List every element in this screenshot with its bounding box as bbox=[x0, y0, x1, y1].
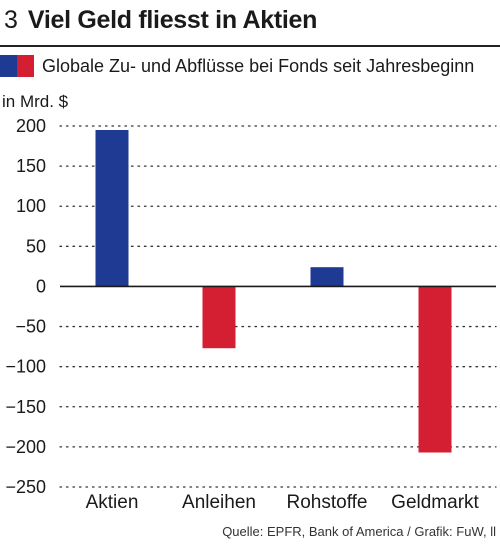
legend-label: Globale Zu- und Abflüsse bei Fonds seit … bbox=[42, 55, 475, 76]
y-tick-label: 50 bbox=[26, 236, 46, 256]
chart-header: 3 Viel Geld fliesst in Aktien bbox=[4, 6, 317, 36]
x-tick-label: Anleihen bbox=[182, 492, 256, 513]
y-tick-label: −200 bbox=[5, 437, 46, 457]
legend: Globale Zu- und Abflüsse bei Fonds seit … bbox=[0, 54, 474, 78]
x-tick-label: Aktien bbox=[86, 492, 139, 513]
legend-swatch-outflow bbox=[17, 55, 34, 77]
chart-title: Viel Geld fliesst in Aktien bbox=[27, 6, 318, 34]
legend-swatch bbox=[0, 55, 34, 77]
y-tick-label: 0 bbox=[36, 276, 46, 296]
y-tick-label: −50 bbox=[15, 317, 46, 337]
title-rule bbox=[0, 45, 500, 47]
legend-swatch-inflow bbox=[0, 55, 17, 77]
y-tick-label: 150 bbox=[16, 156, 46, 176]
bar bbox=[310, 267, 344, 287]
bar bbox=[95, 130, 129, 287]
bar bbox=[418, 286, 452, 453]
y-tick-label: 100 bbox=[16, 196, 46, 216]
x-tick-label: Geldmarkt bbox=[391, 492, 479, 513]
figure-number: 3 bbox=[4, 6, 18, 34]
source-note: Quelle: EPFR, Bank of America / Grafik: … bbox=[222, 524, 496, 539]
y-tick-label: −100 bbox=[5, 357, 46, 377]
y-tick-label: −150 bbox=[5, 397, 46, 417]
y-tick-label: 200 bbox=[16, 116, 46, 136]
y-axis-unit: in Mrd. $ bbox=[2, 92, 69, 111]
bar bbox=[202, 286, 236, 349]
y-tick-label: −250 bbox=[5, 477, 46, 497]
x-tick-label: Rohstoffe bbox=[287, 492, 368, 513]
